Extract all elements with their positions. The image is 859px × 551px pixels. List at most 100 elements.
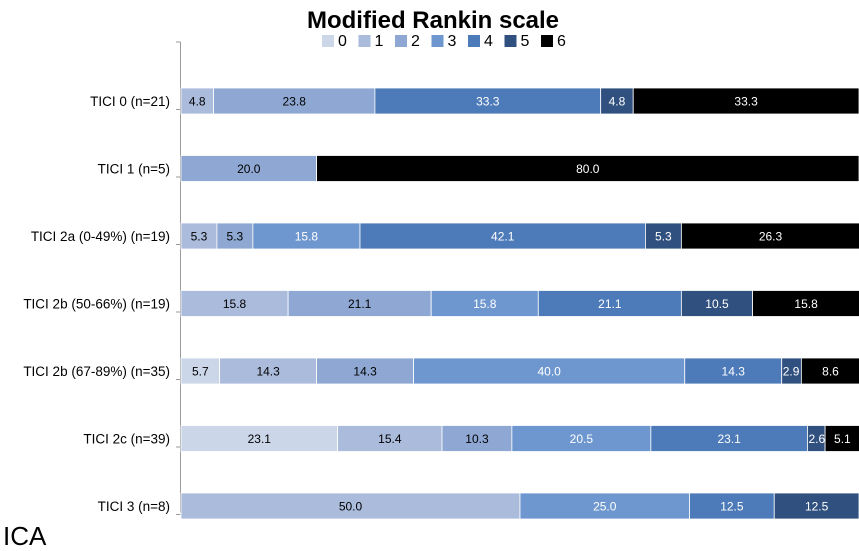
data-label: 15.8 xyxy=(473,297,497,311)
bar-segment-mrs-5 xyxy=(773,492,859,520)
bar-segment-mrs-6 xyxy=(752,290,859,317)
data-label: 80.0 xyxy=(576,162,600,176)
legend-swatch-6 xyxy=(541,35,553,47)
bar-segment-mrs-4 xyxy=(537,290,682,317)
bar-row: 0.050.00.025.012.512.50 xyxy=(180,492,859,520)
data-label: 20.5 xyxy=(570,432,594,446)
bar-row: 5.7 14.3 14.3 40.0 14.3 2.9 8.6 xyxy=(180,357,859,385)
legend-label-1: 1 xyxy=(375,33,384,50)
data-label: 40.0 xyxy=(537,365,561,379)
data-label: 5.7 xyxy=(192,365,209,379)
chart-title: Modified Rankin scale xyxy=(307,7,559,34)
data-label: 2.9 xyxy=(783,365,800,379)
category-label: TICI 2a (0-49%) (n=19) xyxy=(31,229,170,244)
data-label: 2.6 xyxy=(808,432,825,446)
bar-row: 0.05.35.315.842.15.326.3 xyxy=(180,222,859,250)
legend-swatch-4 xyxy=(468,35,480,47)
legend-label-6: 6 xyxy=(557,33,566,50)
bar-segment-mrs-3 xyxy=(413,357,686,385)
bar-segment-mrs-4 xyxy=(689,492,775,520)
bar-segment-mrs-3 xyxy=(511,425,652,452)
data-label: 5.3 xyxy=(227,230,244,244)
category-axis xyxy=(176,41,181,515)
data-label: 25.0 xyxy=(593,500,617,514)
legend-swatch-0 xyxy=(322,35,334,47)
bar-row: 0.04.823.80.033.34.833.3 xyxy=(180,87,859,115)
legend: 0 1 2 3 4 5 6 xyxy=(322,33,566,50)
data-label: 21.1 xyxy=(598,297,622,311)
bar-segment-mrs-6 xyxy=(316,155,859,182)
category-label: TICI 1 (n=5) xyxy=(98,162,170,177)
category-label: TICI 2b (50-66%) (n=19) xyxy=(23,297,170,312)
data-label: 8.6 xyxy=(822,365,839,379)
category-labels: TICI 0 (n=21) TICI 1 (n=5) TICI 2a (0-49%)… xyxy=(23,94,170,514)
bar-row: 0.020.00080.0 xyxy=(180,155,859,182)
category-label: TICI 0 (n=21) xyxy=(90,94,170,109)
data-label: 15.8 xyxy=(223,297,247,311)
legend-swatch-5 xyxy=(504,35,517,47)
bar-row: 0.015.821.115.821.110.515.8 xyxy=(180,290,859,317)
bar-segment-mrs-3 xyxy=(519,492,690,520)
data-label: 5.3 xyxy=(191,230,208,244)
legend-label-5: 5 xyxy=(521,33,530,50)
bar-segment-mrs-4 xyxy=(359,222,646,250)
bar-segment-mrs-0 xyxy=(180,425,339,452)
data-label: 15.4 xyxy=(378,432,402,446)
bar-row: 23.1 15.4 10.3 20.5 23.1 2.6 5.1 xyxy=(180,425,859,452)
data-label: 20.0 xyxy=(237,162,261,176)
legend-swatch-3 xyxy=(431,35,444,47)
bar-segment-mrs-5 xyxy=(680,290,753,317)
bar-segment-mrs-2 xyxy=(441,425,513,452)
legend-label-2: 2 xyxy=(411,33,420,50)
data-label: 21.1 xyxy=(348,297,372,311)
data-label: 33.3 xyxy=(734,95,758,109)
legend-label-0: 0 xyxy=(338,33,347,50)
data-label: 26.3 xyxy=(759,230,783,244)
bar-segment-mrs-2 xyxy=(287,290,432,317)
data-label: 5.1 xyxy=(834,432,851,446)
bar-segment-mrs-3 xyxy=(430,290,539,317)
legend-swatch-2 xyxy=(395,35,407,47)
data-label: 5.3 xyxy=(655,230,672,244)
data-label: 12.5 xyxy=(720,500,744,514)
data-label: 14.3 xyxy=(256,365,280,379)
bar-segment-mrs-1 xyxy=(180,87,214,115)
category-label: TICI 3 (n=8) xyxy=(98,499,170,514)
data-label: 42.1 xyxy=(491,230,515,244)
data-label: 4.8 xyxy=(189,95,206,109)
data-label: 10.3 xyxy=(465,432,489,446)
data-label: 15.8 xyxy=(794,297,818,311)
bar-segment-mrs-1 xyxy=(219,357,317,385)
bar-segment-mrs-2 xyxy=(213,87,376,115)
legend-swatch-1 xyxy=(358,35,371,47)
legend-label-3: 3 xyxy=(448,33,457,50)
bar-segment-mrs-6 xyxy=(800,357,859,385)
bar-segment-mrs-3 xyxy=(252,222,361,250)
data-label: 14.3 xyxy=(722,365,746,379)
data-label: 4.8 xyxy=(609,95,626,109)
category-label: TICI 2c (n=39) xyxy=(83,432,170,447)
bar-segment-mrs-6 xyxy=(824,425,859,452)
data-label: 23.1 xyxy=(717,432,741,446)
data-label: 15.8 xyxy=(295,230,319,244)
category-label: TICI 2b (67-89%) (n=35) xyxy=(23,364,170,379)
legend-label-4: 4 xyxy=(484,33,493,50)
bar-segment-mrs-1 xyxy=(337,425,443,452)
panel-label: ICA xyxy=(3,521,47,551)
bar-segment-mrs-4 xyxy=(684,357,783,385)
data-label: 23.8 xyxy=(283,95,307,109)
data-label: 10.5 xyxy=(705,297,729,311)
bars: 0.04.823.80.033.34.833.30.020.00080.00.0… xyxy=(180,87,859,520)
data-label: 50.0 xyxy=(339,500,363,514)
bar-segment-mrs-5 xyxy=(645,222,682,250)
bar-segment-mrs-0 xyxy=(180,357,221,385)
bar-segment-mrs-6 xyxy=(632,87,859,115)
bar-segment-mrs-6 xyxy=(680,222,859,250)
data-label: 33.3 xyxy=(476,95,500,109)
data-label: 23.1 xyxy=(248,432,272,446)
data-label: 12.5 xyxy=(805,500,829,514)
bar-segment-mrs-2 xyxy=(316,357,414,385)
bar-segment-mrs-2 xyxy=(216,222,254,250)
data-label: 14.3 xyxy=(353,365,377,379)
